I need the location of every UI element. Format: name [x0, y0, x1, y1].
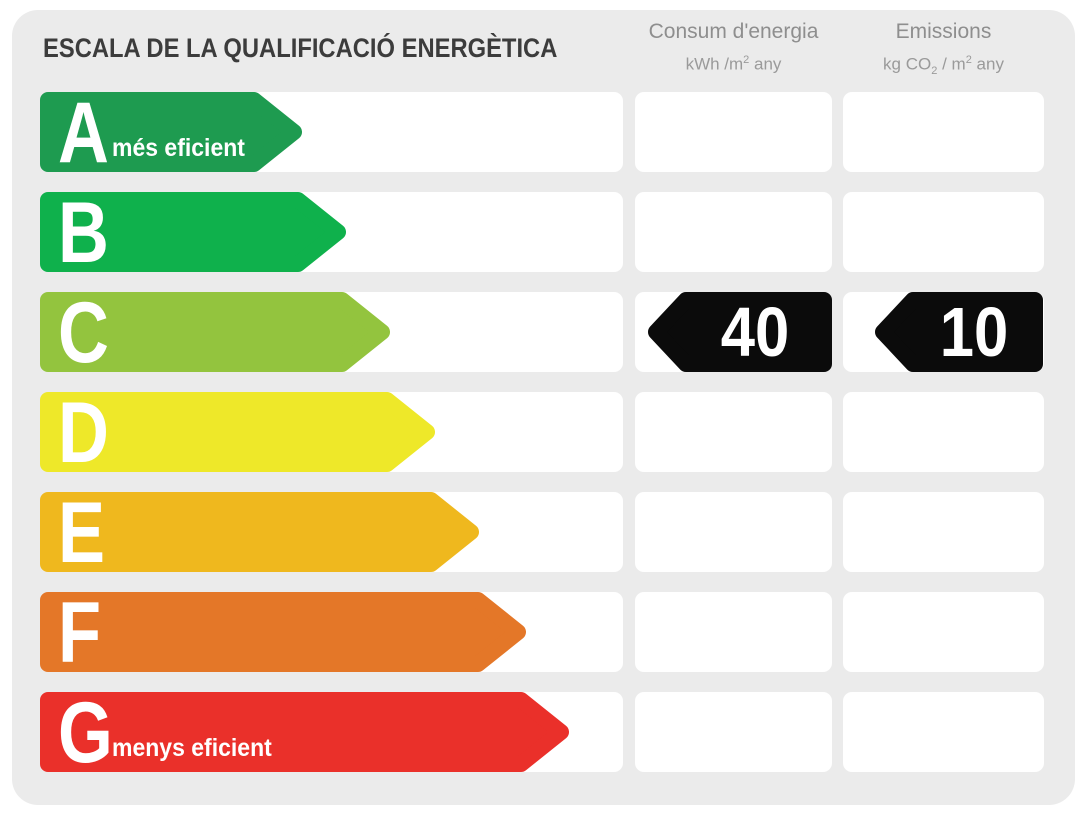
page-title: ESCALA DE LA QUALIFICACIÓ ENERGÈTICA: [43, 33, 558, 63]
band-e-letter: E: [58, 485, 106, 581]
band-a-consum-cell: [635, 92, 832, 172]
emissions-value-tag: 10: [875, 292, 1043, 372]
band-f-consum-cell: [635, 592, 832, 672]
band-a-letter: A: [58, 85, 109, 181]
band-a-emissions-cell: [843, 92, 1044, 172]
band-g-note: menys eficient: [112, 734, 272, 762]
band-g-consum-cell: [635, 692, 832, 772]
column-header-consum: Consum d'energia kWh /m2 any: [635, 20, 832, 75]
band-b-arrow: [40, 192, 346, 272]
band-b-consum-cell: [635, 192, 832, 272]
band-e-emissions-cell: [843, 492, 1044, 572]
band-c-arrow: [40, 292, 390, 372]
band-g-letter: G: [58, 685, 113, 781]
band-d-arrow: [40, 392, 435, 472]
band-c-letter: C: [58, 285, 109, 381]
band-d-letter: D: [58, 385, 109, 481]
band-a-note: més eficient: [112, 134, 245, 162]
band-d-emissions-cell: [843, 392, 1044, 472]
band-e-consum-cell: [635, 492, 832, 572]
band-f-emissions-cell: [843, 592, 1044, 672]
band-f-arrow: [40, 592, 526, 672]
consum-header-label: Consum d'energia: [648, 20, 819, 43]
emissions-tag-arrow: [875, 292, 1043, 372]
band-b-emissions-cell: [843, 192, 1044, 272]
emissions-header-unit: kg CO2 / m2 any: [883, 54, 1004, 78]
emissions-value: 10: [939, 293, 1009, 371]
consum-header-unit: kWh /m2 any: [685, 54, 782, 74]
consum-value: 40: [720, 293, 790, 371]
band-f-letter: F: [58, 585, 102, 681]
emissions-header-label: Emissions: [895, 20, 992, 43]
column-header-emissions: Emissions kg CO2 / m2 any: [843, 20, 1044, 81]
band-g-emissions-cell: [843, 692, 1044, 772]
consum-value-tag: 40: [648, 292, 832, 372]
consum-tag-arrow: [648, 292, 832, 372]
band-a-arrow: [40, 92, 302, 172]
band-g-arrow: [40, 692, 569, 772]
band-e-arrow: [40, 492, 479, 572]
band-b-letter: B: [58, 185, 109, 281]
band-d-consum-cell: [635, 392, 832, 472]
